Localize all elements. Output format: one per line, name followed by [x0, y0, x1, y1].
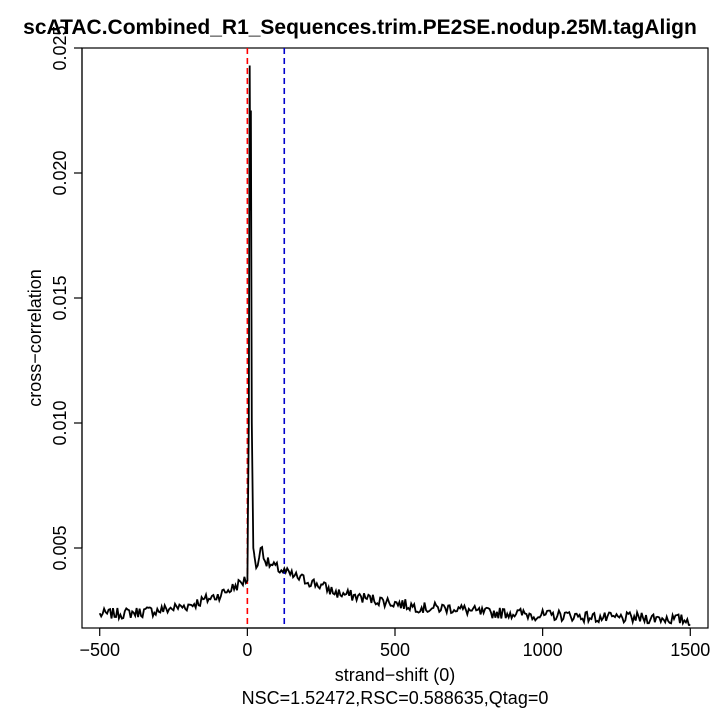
x-axis: −500 0 500 1000 1500: [79, 627, 710, 660]
y-tick-label: 0.020: [50, 150, 70, 195]
cross-correlation-line: [98, 65, 691, 627]
y-tick-label: 0.010: [50, 400, 70, 445]
y-axis-label: cross−correlation: [25, 269, 45, 407]
y-tick-label: 0.015: [50, 275, 70, 320]
x-tick-label: 1500: [670, 640, 710, 660]
x-tick-label: 0: [242, 640, 252, 660]
plot-frame: [81, 47, 709, 629]
x-axis-label: strand−shift (0): [335, 665, 456, 685]
chart-title: scATAC.Combined_R1_Sequences.trim.PE2SE.…: [23, 16, 697, 39]
chart-subtitle: NSC=1.52472,RSC=0.588635,Qtag=0: [242, 688, 549, 708]
x-tick-label: 500: [380, 640, 410, 660]
x-tick-label: 1000: [523, 640, 563, 660]
y-axis: 0.005 0.010 0.015 0.020 0.025: [50, 25, 83, 571]
y-tick-label: 0.005: [50, 525, 70, 570]
y-tick-label: 0.025: [50, 25, 70, 70]
x-tick-label: −500: [79, 640, 120, 660]
